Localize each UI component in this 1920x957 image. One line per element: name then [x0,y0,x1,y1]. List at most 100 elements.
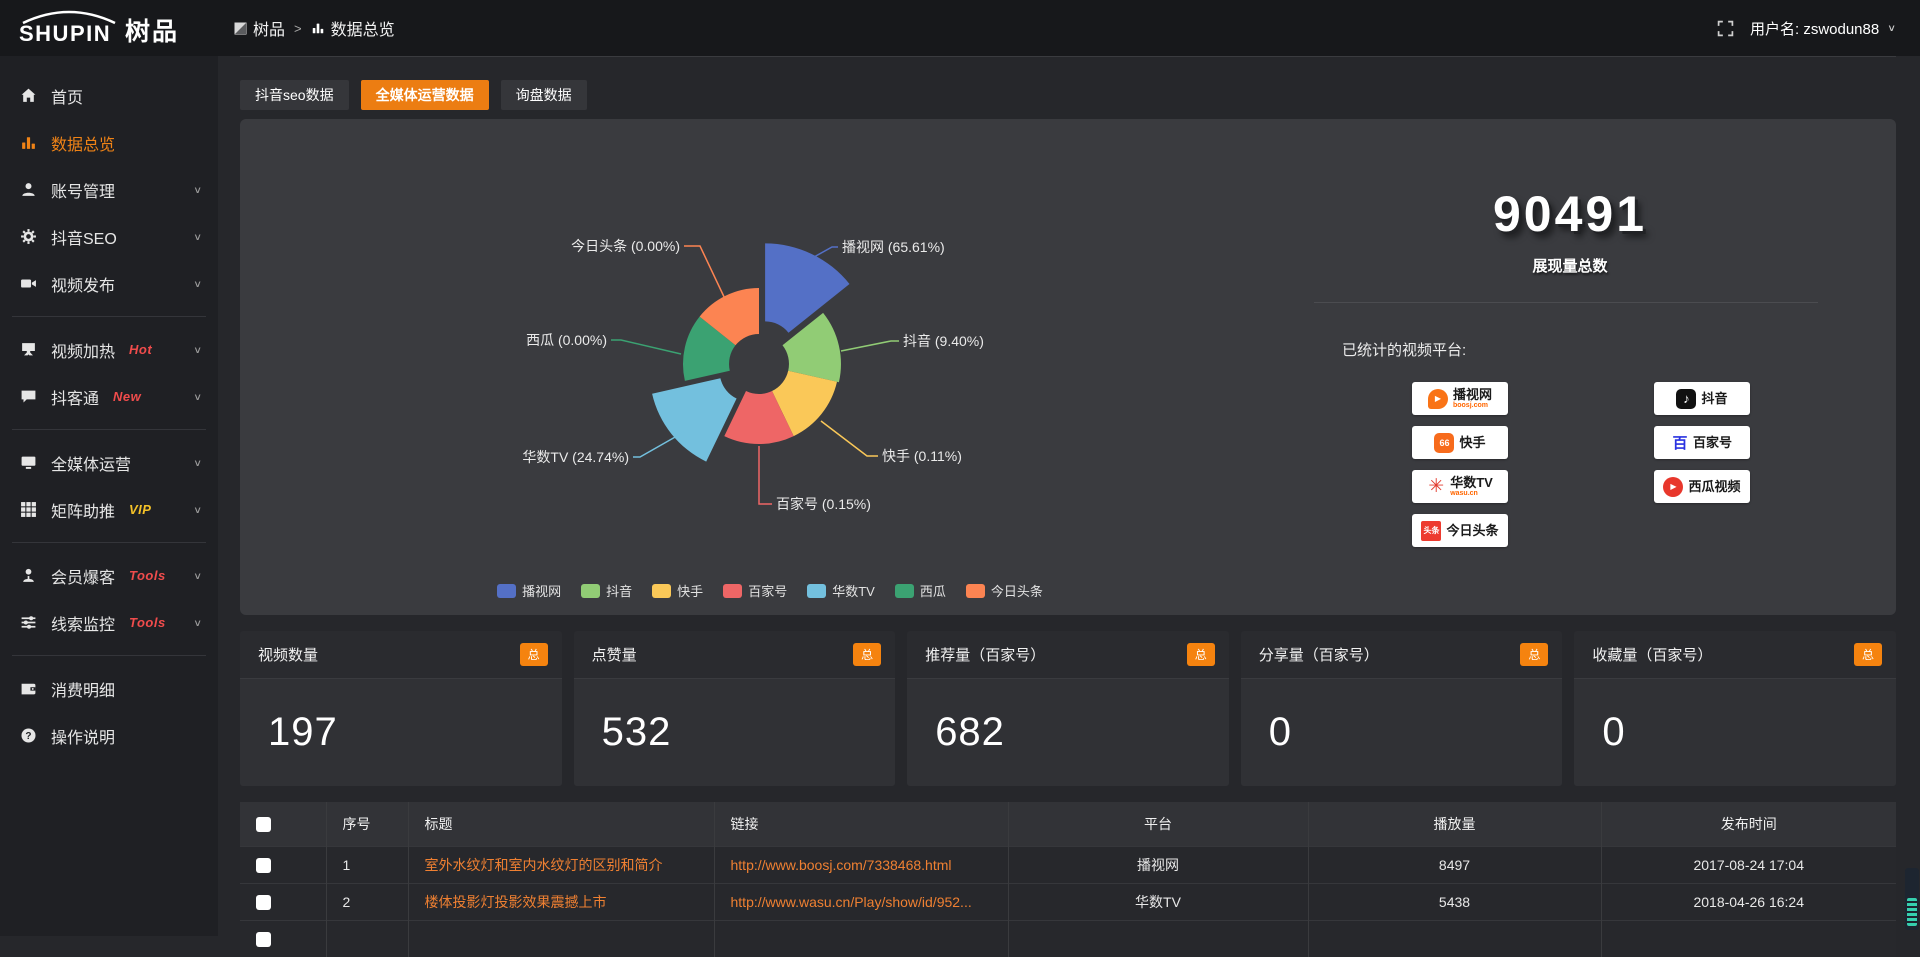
tab-0[interactable]: 抖音seo数据 [240,80,349,110]
sidebar-item-gear[interactable]: 抖音SEO ∨ [0,213,218,260]
total-badge[interactable]: 总 [1187,643,1215,666]
legend-item-今日头条[interactable]: 今日头条 [966,581,1043,600]
video-title-link[interactable] [408,920,714,957]
video-title-link[interactable]: 室外水纹灯和室内水纹灯的区别和简介 [408,846,714,883]
sidebar-item-grid[interactable]: 矩阵助推 VIP ∨ [0,486,218,533]
sidebar-item-heat[interactable]: 视频加热 Hot ∨ [0,326,218,373]
col-header: 链接 [714,802,1008,846]
row-platform: 播视网 [1008,846,1308,883]
sidebar-item-label: 线索监控 [51,611,115,635]
legend-item-快手[interactable]: 快手 [652,581,703,600]
platform-chip-xigua: ▶ 西瓜视频 [1654,470,1750,503]
bar-chart-icon [311,21,325,35]
breadcrumb-home[interactable]: 树品 [234,16,285,40]
sidebar-item-wallet[interactable]: 消费明细 [0,665,218,712]
legend-item-播视网[interactable]: 播视网 [497,581,561,600]
sidebar-item-question[interactable]: ? 操作说明 [0,712,218,759]
pie-label-line [841,341,899,351]
chevron-down-icon[interactable]: ∨ [193,570,202,581]
wasu-logo-icon: ✳ [1427,477,1445,497]
pie-label: 快手 (0.11%) [882,448,962,464]
sidebar-divider [12,542,206,543]
username-label: 用户名: zswodun88 [1750,18,1879,39]
video-url-link[interactable]: http://www.wasu.cn/Play/show/id/952... [714,883,1008,920]
wallet-icon [20,680,38,697]
row-checkbox[interactable] [256,858,271,873]
video-url-link[interactable] [714,920,1008,957]
sidebar-item-user[interactable]: 账号管理 ∨ [0,166,218,213]
video-url-link[interactable]: http://www.boosj.com/7338468.html [714,846,1008,883]
sidebar-item-sliders[interactable]: 线索监控 Tools ∨ [0,599,218,646]
row-checkbox[interactable] [256,932,271,947]
tab-1[interactable]: 全媒体运营数据 [361,80,489,110]
video-title-link[interactable]: 楼体投影灯投影效果震撼上市 [408,883,714,920]
stat-card-value: 0 [1269,710,1292,755]
stat-card-title: 分享量（百家号） [1259,644,1379,665]
row-checkbox[interactable] [256,895,271,910]
user-menu-caret-icon[interactable]: ∨ [1887,22,1896,33]
total-badge[interactable]: 总 [853,643,881,666]
pie-slice-华数TV[interactable] [652,378,737,461]
pie-label-line [633,432,684,457]
chevron-down-icon[interactable]: ∨ [193,457,202,468]
legend-item-抖音[interactable]: 抖音 [581,581,632,600]
tab-2[interactable]: 询盘数据 [501,80,587,110]
legend-item-华数TV[interactable]: 华数TV [807,581,875,600]
total-badge[interactable]: 总 [1520,643,1548,666]
stat-card-title: 点赞量 [592,644,637,665]
fullscreen-icon[interactable] [1717,20,1734,37]
stat-card-value: 532 [602,710,672,755]
sidebar-item-monitor[interactable]: 全媒体运营 ∨ [0,439,218,486]
total-badge[interactable]: 总 [1854,643,1882,666]
breadcrumb-item-label: 数据总览 [331,16,395,40]
top-header: SHUPIN 树品 树品 > 数据总览 用户名: zswodun88 [0,0,1920,56]
username-value[interactable]: zswodun88 [1803,21,1879,38]
chevron-down-icon[interactable]: ∨ [193,278,202,289]
side-scroll-widget[interactable] [1905,868,1919,930]
video-icon [20,275,38,292]
baijiahao-logo-icon: 百 [1672,433,1688,453]
stat-card-value: 0 [1602,710,1625,755]
select-all-checkbox[interactable] [256,817,271,832]
row-platform: 华数TV [1008,883,1308,920]
sidebar-menu: 首页 数据总览 账号管理 ∨ 抖音SEO [0,72,218,759]
chevron-down-icon[interactable]: ∨ [193,391,202,402]
chevron-down-icon[interactable]: ∨ [193,344,202,355]
scroll-thumb [1907,898,1917,926]
logo-text-en: SHUPIN [19,21,111,46]
sidebar-divider [12,429,206,430]
chevron-down-icon[interactable]: ∨ [193,617,202,628]
legend-swatch [652,584,671,598]
col-header: 序号 [326,802,408,846]
breadcrumb-current[interactable]: 数据总览 [311,16,395,40]
pie-slice-播视网[interactable] [765,243,849,332]
question-icon: ? [20,727,38,744]
rose-pie-chart: 播视网 (65.61%)抖音 (9.40%)快手 (0.11%)百家号 (0.1… [240,119,1300,615]
sidebar-badge: Tools [129,568,166,583]
sidebar-badge: Tools [129,615,166,630]
legend-item-西瓜[interactable]: 西瓜 [895,581,946,600]
chevron-down-icon[interactable]: ∨ [193,184,202,195]
sidebar-item-label: 首页 [51,84,83,108]
stat-card-1: 点赞量 总 532 [574,631,896,786]
monitor-icon [20,454,38,471]
platform-chips: ▶ 播视网 boosj.com 66 快手 ✳ 华数TV wasu.cn 头条 … [1412,382,1840,547]
chevron-down-icon[interactable]: ∨ [193,504,202,515]
breadcrumb-item-label: 树品 [253,16,285,40]
legend-item-百家号[interactable]: 百家号 [723,581,787,600]
sidebar-item-home[interactable]: 首页 [0,72,218,119]
chevron-down-icon[interactable]: ∨ [193,231,202,242]
home-icon [20,87,38,104]
sidebar-item-video[interactable]: 视频发布 ∨ [0,260,218,307]
xigua-logo-icon: ▶ [1663,477,1683,497]
sidebar-item-chart[interactable]: 数据总览 [0,119,218,166]
sidebar-item-person[interactable]: 会员爆客 Tools ∨ [0,552,218,599]
toutiao-logo-icon: 头条 [1421,521,1441,541]
chart-icon [20,134,38,151]
total-badge[interactable]: 总 [520,643,548,666]
sidebar-item-label: 数据总览 [51,131,115,155]
sidebar-item-chat[interactable]: 抖客通 New ∨ [0,373,218,420]
stat-card-0: 视频数量 总 197 [240,631,562,786]
sidebar-item-label: 操作说明 [51,724,115,748]
chat-icon [20,388,38,405]
